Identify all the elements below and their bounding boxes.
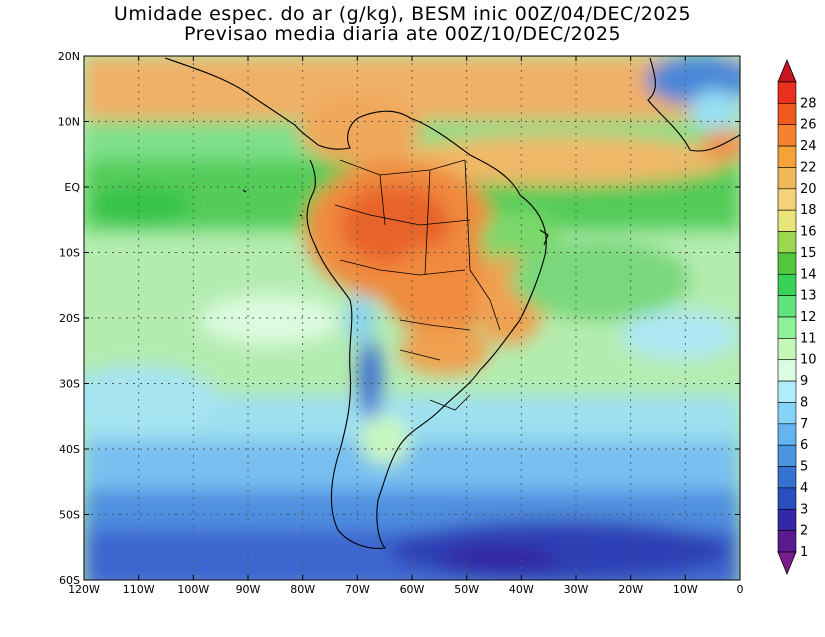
colorbar-swatch: [777, 295, 797, 318]
coastlines: [164, 57, 740, 549]
colorbar-label: 26: [800, 118, 817, 133]
colorbar-swatch: [777, 252, 797, 275]
colorbar-swatch: [777, 188, 797, 211]
humidity-field: [84, 56, 740, 580]
colorbar-label: 14: [800, 267, 817, 282]
map-title-line1: Umidade espec. do ar (g/kg), BESM inic 0…: [113, 3, 692, 25]
graticule: [84, 56, 740, 580]
lon-label: 30W: [564, 583, 589, 596]
colorbar-swatch: [777, 145, 797, 168]
country-borders: [334, 159, 501, 411]
lat-label: 60S: [59, 574, 80, 587]
latitude-axis: 20N 10N EQ 10S 20S 30S 40S 50S 60S: [58, 50, 740, 587]
lat-label: 10S: [59, 247, 80, 260]
colorbar-label: 5: [800, 460, 808, 475]
colorbar: 28 26 24 22 20 18 16 15 14 13 12 11 10 9 8 7 6 5 4 3 2 1: [777, 58, 817, 576]
colorbar-label: 24: [800, 139, 817, 154]
colorbar-label: 8: [800, 395, 808, 410]
colorbar-label: 6: [800, 438, 808, 453]
lat-label: 10N: [58, 116, 80, 129]
colorbar-swatch: [777, 423, 797, 446]
lat-label: EQ: [64, 181, 80, 194]
lat-label: 20N: [58, 50, 80, 63]
colorbar-swatch: [777, 273, 797, 296]
colorbar-label: 15: [800, 246, 817, 261]
colorbar-label: 18: [800, 203, 817, 218]
lon-label: 60W: [400, 583, 425, 596]
colorbar-label: 28: [800, 96, 817, 111]
colorbar-swatch: [777, 402, 797, 425]
colorbar-swatch: [777, 209, 797, 232]
lon-label: 20W: [618, 583, 643, 596]
longitude-axis: 120W 110W 100W 90W 80W 70W 60W 50W 40W 30W 20W 10W 0: [68, 56, 744, 596]
colorbar-swatch: [777, 530, 797, 553]
colorbar-swatch: [777, 124, 797, 147]
colorbar-swatch: [777, 444, 797, 467]
colorbar-swatch: [777, 359, 797, 382]
colorbar-swatch: [777, 338, 797, 361]
colorbar-label: 7: [800, 417, 808, 432]
colorbar-label: 10: [800, 353, 817, 368]
colorbar-label: 1: [800, 545, 808, 560]
colorbar-label: 11: [800, 331, 817, 346]
colorbar-label: 20: [800, 182, 817, 197]
colorbar-swatch: [777, 316, 797, 339]
colorbar-swatch: [777, 103, 797, 126]
lat-label: 20S: [59, 312, 80, 325]
colorbar-label: 3: [800, 502, 808, 517]
colorbar-swatch: [777, 167, 797, 190]
colorbar-label: 2: [800, 524, 808, 539]
lat-label: 50S: [59, 509, 80, 522]
colorbar-top-cap: [777, 58, 797, 83]
colorbar-bottom-cap: [777, 551, 797, 576]
lat-label: 40S: [59, 443, 80, 456]
colorbar-swatch: [777, 466, 797, 489]
colorbar-swatch: [777, 231, 797, 254]
map-title-line2: Previsao media diaria ate 00Z/10/DEC/202…: [183, 23, 622, 45]
lon-label: 40W: [509, 583, 534, 596]
colorbar-label: 9: [800, 374, 808, 389]
lon-label: 110W: [123, 583, 155, 596]
lon-label: 10W: [673, 583, 698, 596]
colorbar-swatch: [777, 81, 797, 104]
lon-label: 100W: [177, 583, 209, 596]
colorbar-label: 16: [800, 225, 817, 240]
colorbar-label: 12: [800, 310, 817, 325]
lon-label: 120W: [68, 583, 100, 596]
colorbar-label: 22: [800, 160, 817, 175]
lon-label: 0: [737, 583, 744, 596]
lon-label: 70W: [345, 583, 370, 596]
colorbar-label: 4: [800, 481, 808, 496]
lon-label: 90W: [236, 583, 261, 596]
colorbar-label: 13: [800, 289, 817, 304]
lat-label: 30S: [59, 378, 80, 391]
colorbar-swatch: [777, 487, 797, 510]
lon-label: 80W: [290, 583, 315, 596]
colorbar-swatch: [777, 508, 797, 531]
lon-label: 50W: [454, 583, 479, 596]
colorbar-swatch: [777, 380, 797, 403]
